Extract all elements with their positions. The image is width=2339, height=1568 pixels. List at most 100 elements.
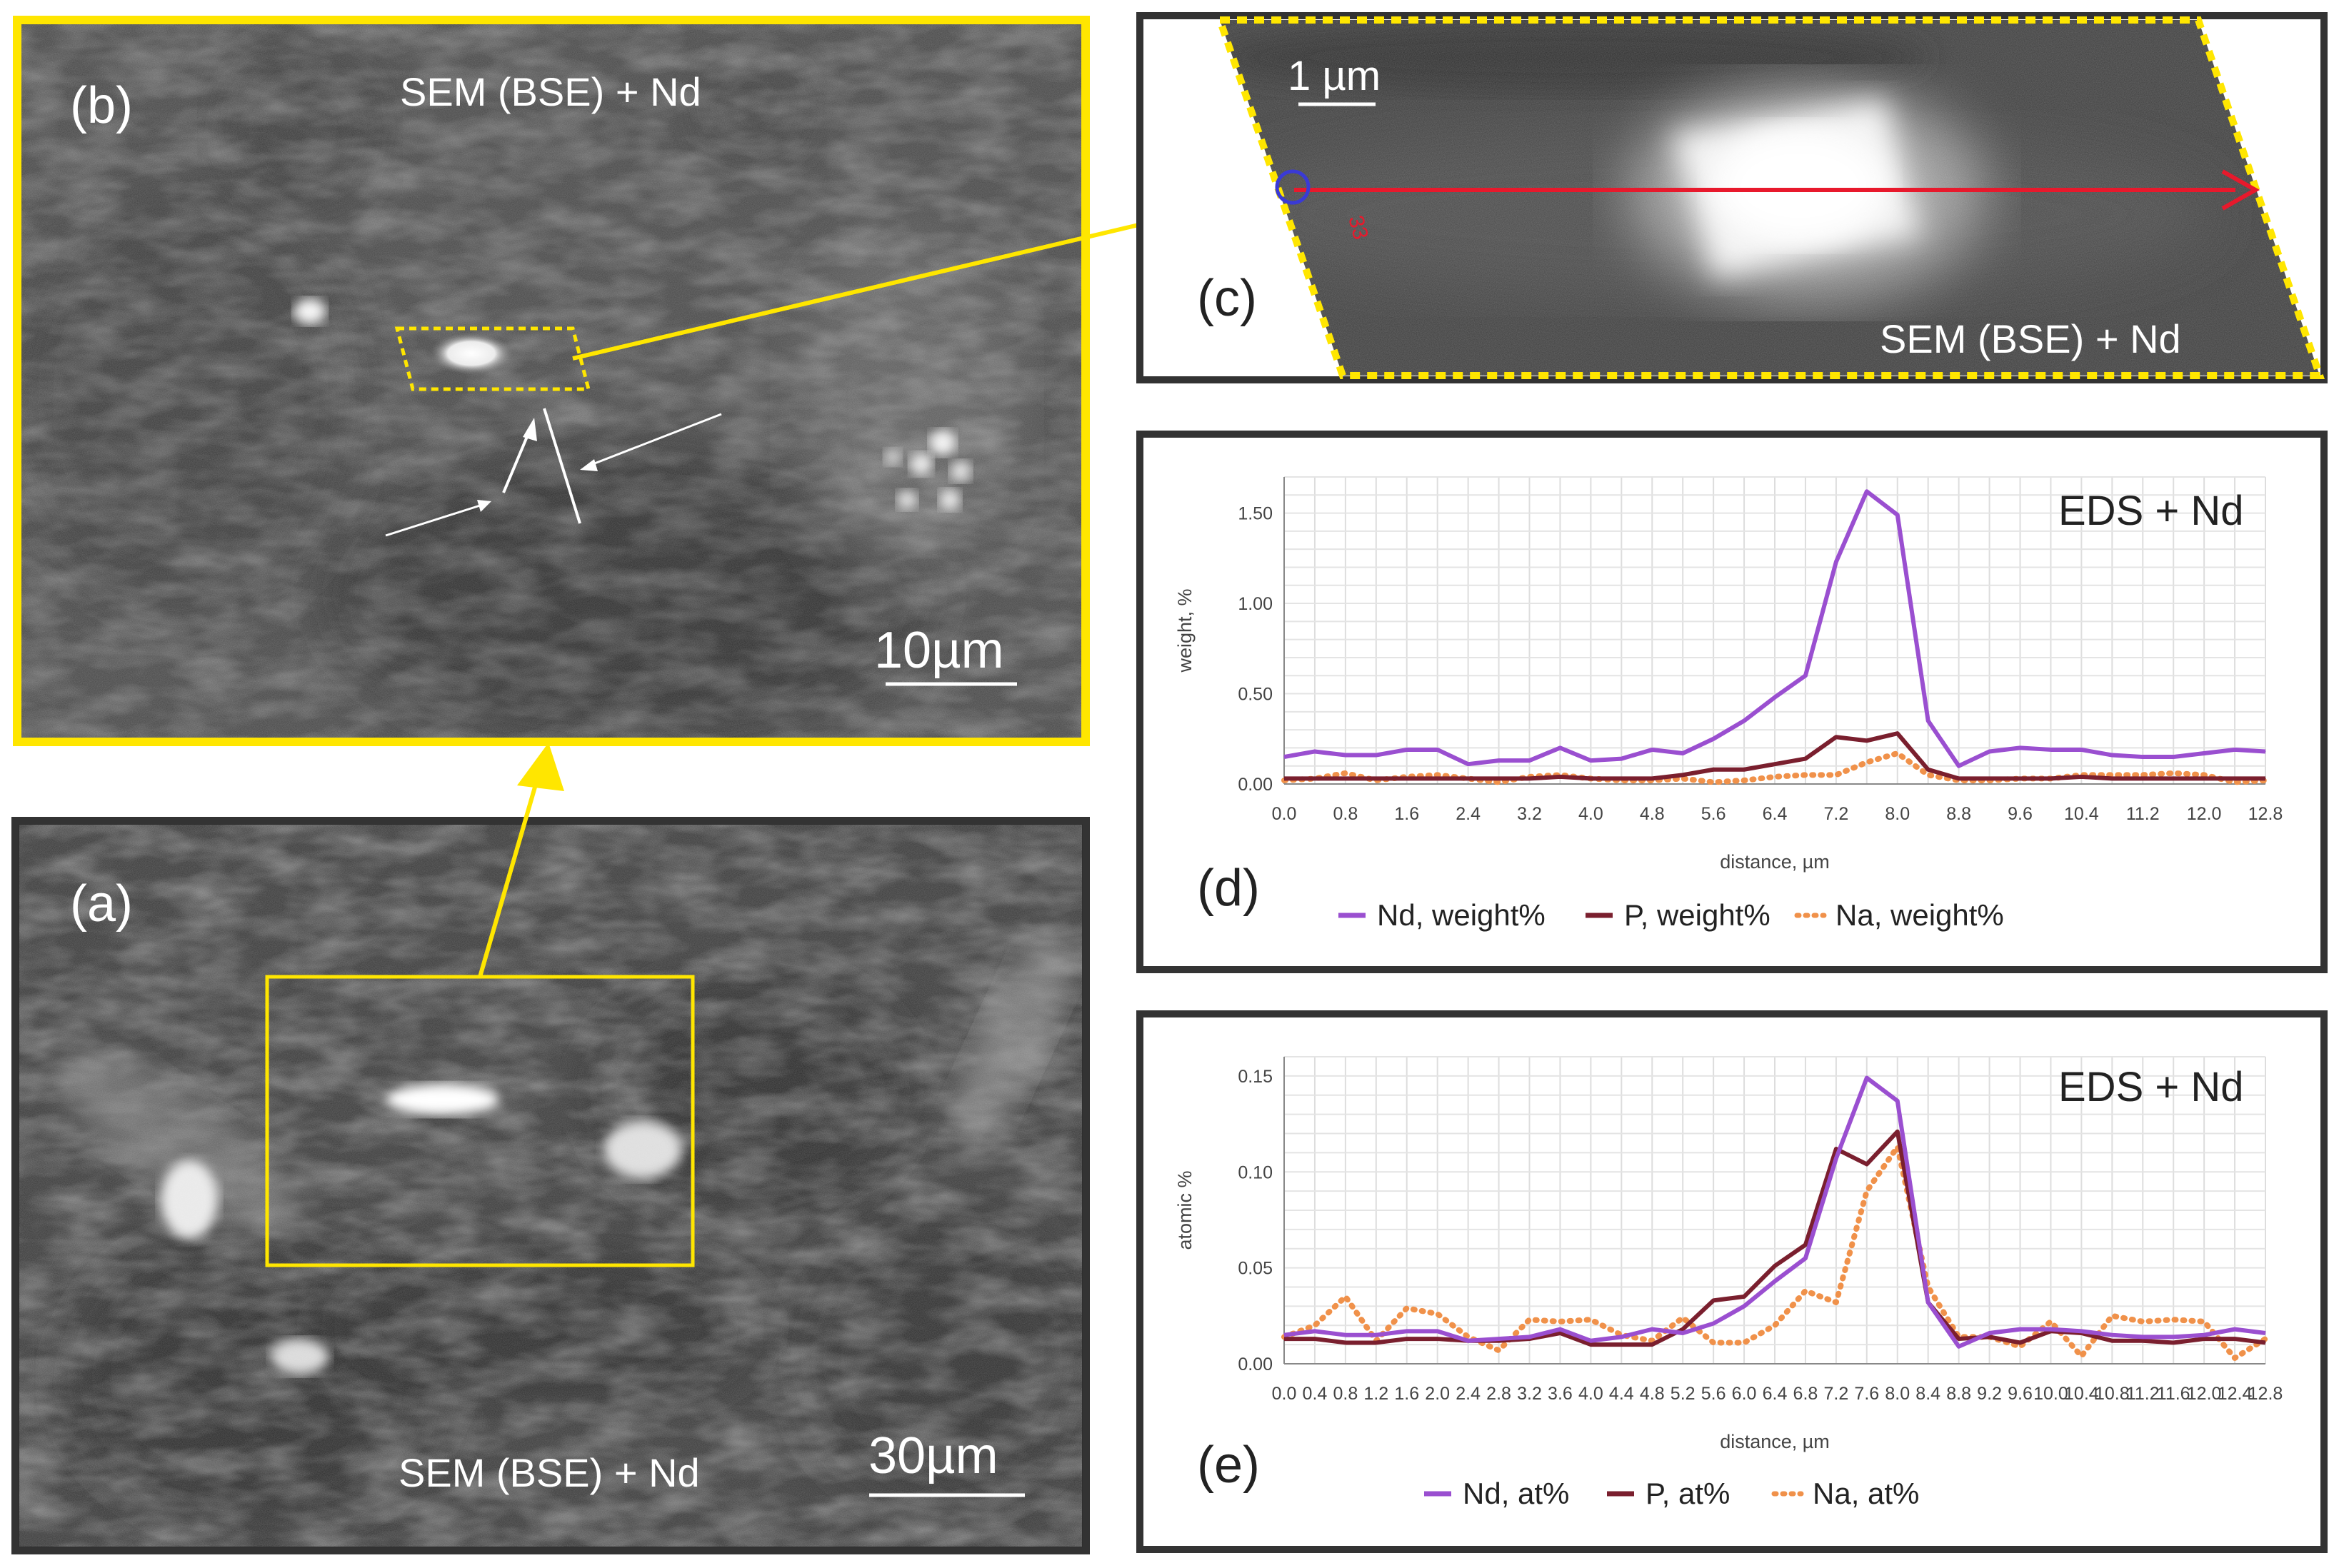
panel-c-start-marker [1275, 169, 1311, 205]
chart-e-x-tick-label: 8.8 [1946, 1384, 1971, 1404]
chart-d-point-nd [1621, 758, 1622, 760]
chart-d-x-tick-label: 5.6 [1701, 804, 1726, 824]
panel-d-frame [1136, 431, 2328, 973]
panel-b-arrow-1 [502, 418, 537, 493]
chart-e-point-na [2080, 1355, 2082, 1357]
chart-e-x-tick-label: 10.0 [2033, 1384, 2068, 1404]
chart-d-point-p [1897, 733, 1898, 734]
chart-d-point-p [2265, 778, 2266, 779]
arrow-a-to-b [478, 743, 564, 978]
chart-d-y-tick-label: 1.50 [1238, 504, 1273, 524]
panel-d-title: EDS + Nd [2058, 488, 2244, 534]
chart-e-x-tick-label: 0.8 [1333, 1384, 1358, 1404]
chart-e-point-na [2265, 1338, 2266, 1340]
chart-d-x-tick-label: 1.6 [1394, 804, 1419, 824]
chart-e-point-nd [2265, 1332, 2266, 1334]
chart-e-x-tick-label: 10.4 [2064, 1384, 2099, 1404]
chart-e-y-tick-label: 0.05 [1238, 1259, 1273, 1279]
chart-d: 0.00 0.50 1.00 1.50 0.0 0.8 1.6 2.4 3.2 4.0 4.8 5.6… [1174, 476, 2283, 932]
chart-e-legend-label: P, at% [1646, 1477, 1730, 1510]
chart-e-x-tick-label: 0.4 [1303, 1384, 1328, 1404]
panel-c-letter: (c) [1197, 270, 1257, 327]
chart-e-point-na [1559, 1321, 1561, 1322]
chart-e-point-p [1866, 1164, 1868, 1165]
chart-d-point-p [2173, 778, 2174, 779]
chart-e-x-tick-label: 5.2 [1671, 1384, 1696, 1404]
chart-e-x-tick-label: 9.6 [2008, 1384, 2033, 1404]
chart-e-point-nd [1559, 1329, 1561, 1330]
chart-e-point-nd [1835, 1157, 1837, 1159]
chart-d-y-tick-label: 1.00 [1238, 594, 1273, 614]
chart-d-y-axis-label: weight, % [1174, 588, 1196, 673]
chart-e-point-p [2265, 1342, 2266, 1343]
chart-d-x-axis-label: distance, µm [1720, 851, 1830, 873]
panel-a-micrograph [19, 825, 1082, 1547]
chart-d-legend-label: Nd, weight% [1377, 898, 1546, 932]
chart-e-x-tick-label: 4.4 [1609, 1384, 1634, 1404]
panel-d-letter: (d) [1197, 860, 1260, 917]
chart-e-y-tick-label: 0.10 [1238, 1162, 1273, 1182]
chart-e-point-na [2050, 1321, 2051, 1322]
chart-d-point-p [1437, 778, 1438, 779]
chart-d-x-tick-label: 0.0 [1272, 804, 1297, 824]
chart-e-point-p [2203, 1338, 2205, 1340]
chart-d-point-nd [2050, 749, 2051, 750]
chart-d-x-tick-label: 12.0 [2187, 804, 2222, 824]
chart-e-x-tick-label: 6.0 [1732, 1384, 1757, 1404]
chart-e-x-tick-label: 1.6 [1394, 1384, 1419, 1404]
chart-e-point-nd [2050, 1329, 2051, 1330]
chart-e-x-tick-label: 7.6 [1854, 1384, 1879, 1404]
chart-e-point-nd [1437, 1330, 1438, 1332]
chart-d-point-p [1406, 778, 1408, 779]
chart-e-x-tick-label: 4.0 [1578, 1384, 1603, 1404]
chart-e-x-tick-label: 8.4 [1915, 1384, 1940, 1404]
panel-c-label: SEM (BSE) + Nd [1880, 316, 2181, 361]
chart-e-point-na [2111, 1315, 2113, 1317]
chart-e-point-na [2203, 1321, 2205, 1322]
chart-d-x-tick-label: 4.8 [1640, 804, 1665, 824]
chart-d-point-nd [1406, 749, 1408, 750]
panel-e-title: EDS + Nd [2058, 1064, 2244, 1110]
chart-e-point-na [1713, 1342, 1714, 1343]
chart-d-point-p [1713, 769, 1714, 770]
chart-d-point-nd [1437, 749, 1438, 750]
chart-e-x-tick-label: 1.2 [1363, 1384, 1388, 1404]
chart-d-y-tick-label: 0.50 [1238, 685, 1273, 705]
chart-d-point-p [2080, 776, 2082, 778]
panel-c-arrowhead [2221, 169, 2260, 211]
chart-e-x-tick-label: 2.0 [1425, 1384, 1450, 1404]
chart-e-point-p [2111, 1340, 2113, 1342]
chart-d-y-tick-label: 0.00 [1238, 775, 1273, 795]
panel-b-scalebar-label: 10µm [874, 622, 1004, 679]
chart-d-point-p [1345, 778, 1346, 779]
chart-e-point-nd [1958, 1346, 1960, 1347]
panel-e-frame [1136, 1010, 2328, 1553]
chart-e-x-tick-label: 12.4 [2218, 1384, 2253, 1404]
chart-e-y-tick-label: 0.00 [1238, 1355, 1273, 1374]
chart-e-x-tick-label: 6.8 [1793, 1384, 1818, 1404]
panel-e-letter: (e) [1197, 1437, 1260, 1494]
chart-d-point-p [1314, 778, 1316, 779]
chart-d-x-tick-label: 12.8 [2248, 804, 2283, 824]
chart-d-point-p [1498, 778, 1500, 779]
panel-a-scalebar-label: 30µm [868, 1427, 998, 1484]
chart-d-point-p [1958, 778, 1960, 779]
panel-b-marker-line [543, 408, 581, 524]
chart-e-x-tick-label: 11.2 [2126, 1384, 2160, 1404]
panel-c-micrograph [1220, 20, 2320, 376]
chart-e-y-tick-label: 0.15 [1238, 1067, 1273, 1087]
panel-b-arrow-2 [385, 500, 491, 537]
chart-e: 0.00 0.05 0.10 0.15 0.0 0.4 0.8 1.2 1.6 2.0 2.4 2.8… [1174, 1056, 2283, 1510]
chart-e-x-tick-label: 9.2 [1977, 1384, 2002, 1404]
chart-e-x-tick-label: 5.6 [1701, 1384, 1726, 1404]
chart-e-x-tick-label: 0.0 [1272, 1384, 1297, 1404]
chart-e-x-tick-label: 3.2 [1517, 1384, 1542, 1404]
chart-d-point-na [1713, 781, 1714, 783]
chart-d-point-p [1651, 778, 1653, 779]
chart-d-point-nd [1835, 561, 1837, 563]
chart-d-point-p [2111, 778, 2113, 779]
chart-d-legend-label: Na, weight% [1835, 898, 2004, 932]
chart-e-point-p [1897, 1131, 1898, 1132]
chart-d-point-p [1529, 778, 1530, 779]
chart-e-legend-label: Nd, at% [1463, 1477, 1569, 1510]
